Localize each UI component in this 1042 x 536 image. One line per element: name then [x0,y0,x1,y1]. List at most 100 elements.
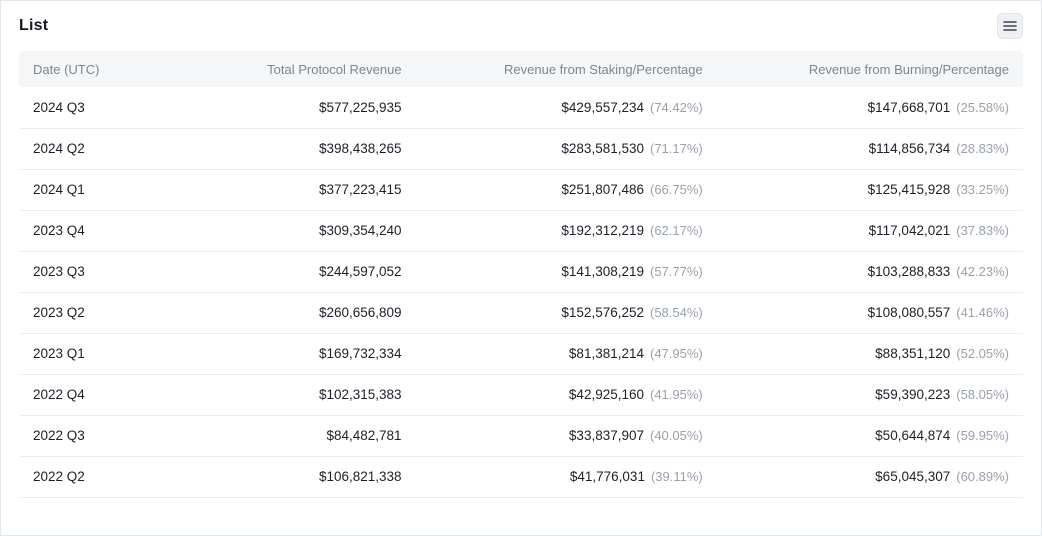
cell-date: 2023 Q3 [19,251,220,293]
staking-revenue-value: $283,581,530 [561,141,644,156]
cell-staking-revenue: $152,576,252 (58.54%) [415,292,717,334]
cell-total-revenue: $84,482,781 [219,415,416,457]
burning-revenue-value: $103,288,833 [867,264,951,279]
column-header-total: Total Protocol Revenue [219,51,416,87]
total-revenue-value: $377,223,415 [318,182,402,197]
total-revenue-value: $309,354,240 [318,223,402,238]
staking-revenue-value: $33,837,907 [568,428,644,443]
burning-percentage: (28.83%) [956,141,1009,156]
date-value: 2022 Q3 [33,428,85,443]
staking-percentage: (62.17%) [650,223,703,238]
cell-total-revenue: $577,225,935 [219,87,416,129]
cell-total-revenue: $377,223,415 [219,169,416,211]
cell-staking-revenue: $141,308,219 (57.77%) [415,251,717,293]
table-row: 2024 Q1 $377,223,415 $251,807,486 (66.75%… [19,169,1023,211]
cell-staking-revenue: $429,557,234 (74.42%) [415,87,717,129]
staking-revenue-value: $429,557,234 [561,99,644,115]
date-value: 2022 Q2 [33,469,85,484]
table-row: 2022 Q4 $102,315,383 $42,925,160 (41.95%)… [19,374,1023,416]
staking-percentage: (47.95%) [650,346,703,361]
burning-revenue-value: $114,856,734 [868,141,951,156]
cell-total-revenue: $244,597,052 [219,251,416,293]
burning-percentage: (58.05%) [956,387,1009,402]
burning-revenue-value: $88,351,120 [875,346,951,361]
cell-date: 2022 Q4 [19,374,220,416]
burning-revenue-value: $117,042,021 [868,223,951,238]
cell-date: 2022 Q2 [19,456,220,498]
table-row: 2023 Q2 $260,656,809 $152,576,252 (58.54%… [19,292,1023,334]
date-value: 2024 Q2 [33,141,85,156]
cell-date: 2022 Q3 [19,415,220,457]
date-value: 2023 Q4 [33,223,85,238]
staking-revenue-value: $42,925,160 [568,387,644,402]
date-value: 2023 Q1 [33,346,85,361]
table-row: 2022 Q2 $106,821,338 $41,776,031 (39.11%)… [19,456,1023,498]
column-header-date: Date (UTC) [19,51,220,87]
column-header-burning: Revenue from Burning/Percentage [716,51,1023,87]
cell-burning-revenue: $125,415,928 (33.25%) [716,169,1023,211]
cell-total-revenue: $106,821,338 [219,456,416,498]
table-row: 2023 Q4 $309,354,240 $192,312,219 (62.17%… [19,210,1023,252]
staking-percentage: (41.95%) [650,387,703,402]
cell-burning-revenue: $59,390,223 (58.05%) [716,374,1023,416]
total-revenue-value: $169,732,334 [318,346,402,361]
table-header: Date (UTC) Total Protocol Revenue Revenu… [19,51,1023,87]
cell-staking-revenue: $41,776,031 (39.11%) [415,456,717,498]
cell-total-revenue: $169,732,334 [219,333,416,375]
total-revenue-value: $106,821,338 [318,469,402,484]
staking-percentage: (71.17%) [650,141,703,156]
table-body: 2024 Q3 $577,225,935 $429,557,234 (74.42%… [19,87,1023,498]
burning-percentage: (59.95%) [956,428,1009,443]
cell-total-revenue: $102,315,383 [219,374,416,416]
burning-percentage: (37.83%) [956,223,1009,238]
menu-button[interactable] [997,13,1023,39]
cell-total-revenue: $260,656,809 [219,292,416,334]
burning-percentage: (52.05%) [956,346,1009,361]
staking-revenue-value: $41,776,031 [569,469,645,484]
cell-date: 2024 Q3 [19,87,220,129]
cell-staking-revenue: $192,312,219 (62.17%) [415,210,717,252]
staking-percentage: (74.42%) [650,99,703,115]
date-value: 2023 Q3 [33,264,85,279]
staking-revenue-value: $251,807,486 [561,182,644,197]
staking-revenue-value: $192,312,219 [561,223,644,238]
date-value: 2024 Q1 [33,182,85,197]
table-row: 2024 Q3 $577,225,935 $429,557,234 (74.42%… [19,87,1023,129]
staking-percentage: (40.05%) [650,428,703,443]
cell-burning-revenue: $108,080,557 (41.46%) [716,292,1023,334]
staking-percentage: (57.77%) [650,264,703,279]
total-revenue-value: $84,482,781 [326,428,402,443]
cell-staking-revenue: $42,925,160 (41.95%) [415,374,717,416]
staking-percentage: (66.75%) [650,182,703,197]
cell-staking-revenue: $251,807,486 (66.75%) [415,169,717,211]
cell-burning-revenue: $147,668,701 (25.58%) [716,87,1023,129]
table-row: 2023 Q3 $244,597,052 $141,308,219 (57.77%… [19,251,1023,293]
cell-burning-revenue: $88,351,120 (52.05%) [716,333,1023,375]
table-row: 2024 Q2 $398,438,265 $283,581,530 (71.17%… [19,128,1023,170]
burning-revenue-value: $65,045,307 [875,469,951,484]
staking-percentage: (39.11%) [650,469,703,484]
column-header-staking: Revenue from Staking/Percentage [415,51,717,87]
staking-revenue-value: $81,381,214 [568,346,644,361]
cell-staking-revenue: $33,837,907 (40.05%) [415,415,717,457]
total-revenue-value: $260,656,809 [318,305,402,320]
cell-staking-revenue: $81,381,214 (47.95%) [415,333,717,375]
revenue-table: Date (UTC) Total Protocol Revenue Revenu… [19,51,1023,498]
cell-total-revenue: $398,438,265 [219,128,416,170]
cell-burning-revenue: $65,045,307 (60.89%) [716,456,1023,498]
date-value: 2022 Q4 [33,387,85,402]
panel-header: List [19,1,1023,51]
cell-burning-revenue: $50,644,874 (59.95%) [716,415,1023,457]
date-value: 2023 Q2 [33,305,85,320]
burning-revenue-value: $147,668,701 [867,99,951,115]
burning-revenue-value: $108,080,557 [867,305,951,320]
cell-date: 2024 Q2 [19,128,220,170]
cell-date: 2024 Q1 [19,169,220,211]
hamburger-icon [1003,20,1017,32]
cell-date: 2023 Q2 [19,292,220,334]
staking-revenue-value: $141,308,219 [561,264,644,279]
cell-date: 2023 Q4 [19,210,220,252]
total-revenue-value: $102,315,383 [318,387,402,402]
cell-burning-revenue: $114,856,734 (28.83%) [716,128,1023,170]
